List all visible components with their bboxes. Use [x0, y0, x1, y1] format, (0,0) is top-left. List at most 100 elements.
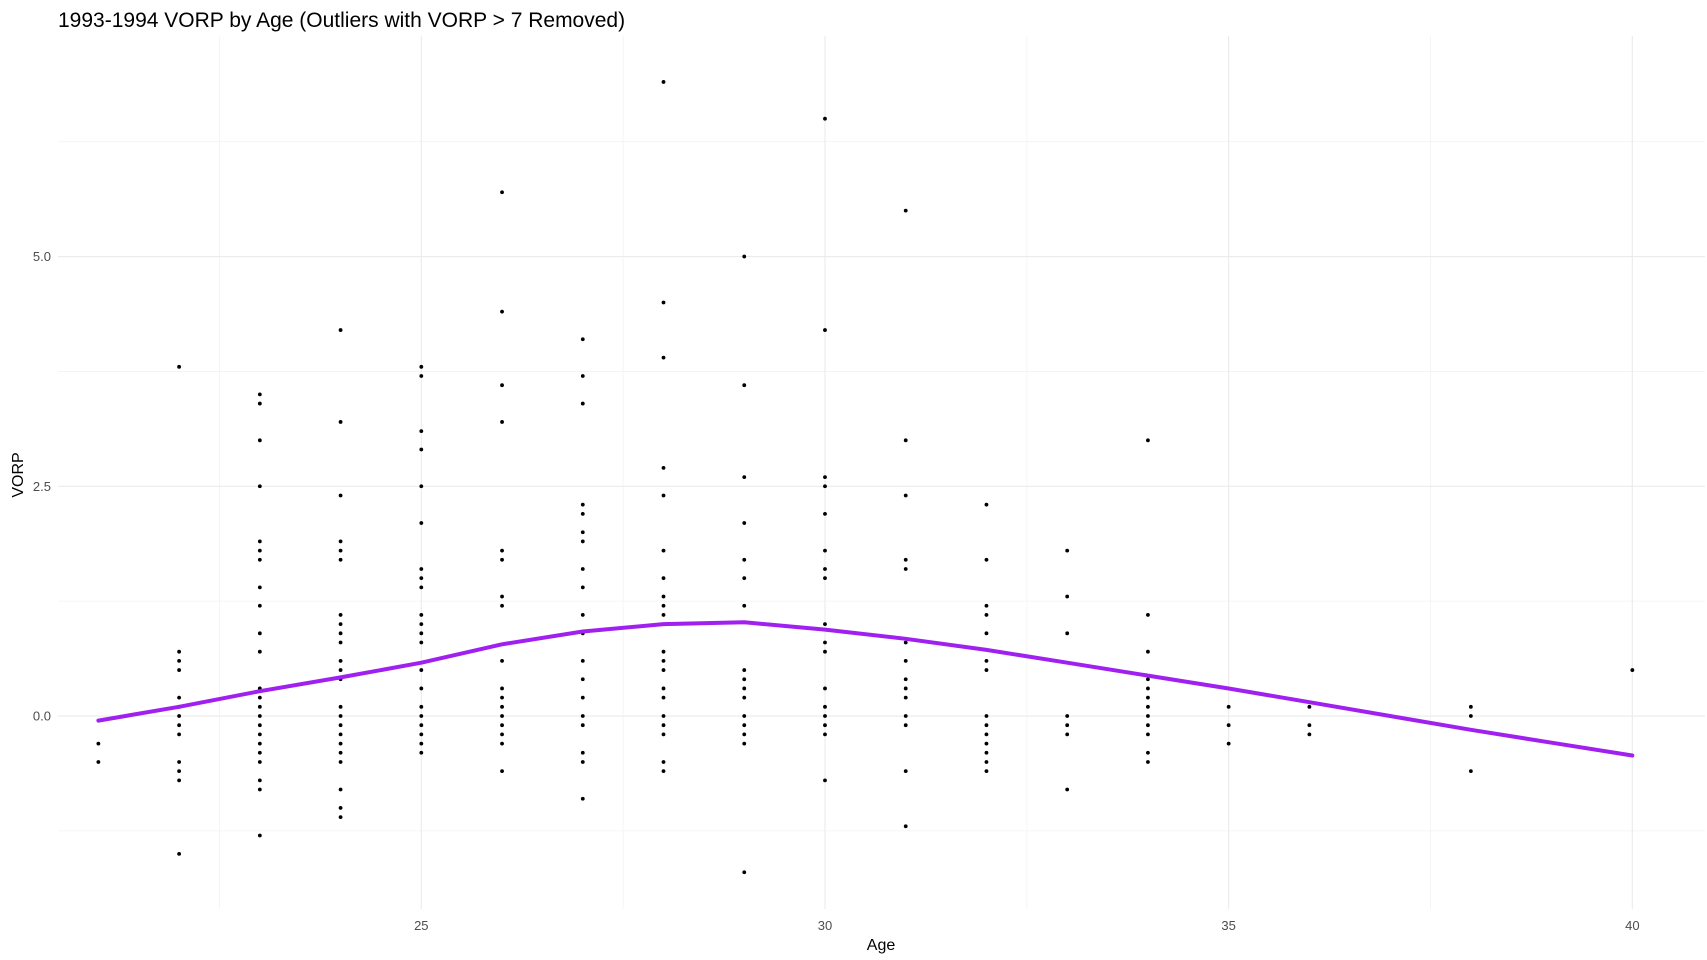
y-axis-label: VORP [10, 452, 27, 497]
data-point [338, 668, 343, 672]
data-point [419, 704, 424, 709]
data-point [661, 732, 666, 737]
data-point [742, 714, 747, 718]
data-point [742, 732, 747, 737]
chart-title: 1993-1994 VORP by Age (Outliers with VOR… [58, 9, 625, 32]
data-point [419, 567, 424, 571]
data-point [580, 613, 585, 617]
data-point [823, 714, 827, 718]
data-point [419, 750, 424, 755]
data-point [500, 420, 504, 424]
data-point [580, 760, 585, 764]
x-axis-ticks: 25 30 35 40 [414, 918, 1639, 933]
data-point [338, 723, 343, 728]
data-point [742, 723, 747, 728]
data-point [257, 704, 262, 709]
data-point [177, 851, 182, 856]
data-point [1307, 704, 1312, 709]
data-point [661, 355, 666, 360]
data-point [580, 511, 585, 516]
data-point [338, 714, 343, 718]
data-point [580, 539, 585, 544]
data-point [338, 493, 343, 498]
data-point [177, 658, 182, 663]
data-point [1065, 723, 1070, 728]
data-point [338, 658, 343, 663]
data-point [500, 686, 504, 691]
data-point [419, 484, 424, 489]
data-point [177, 760, 182, 764]
data-point [419, 576, 424, 581]
data-point [1146, 704, 1150, 709]
data-point [661, 300, 666, 305]
data-point [257, 714, 262, 718]
data-point [96, 760, 101, 764]
data-point [419, 364, 424, 369]
data-point [903, 658, 908, 663]
data-point [903, 493, 908, 498]
data-point [984, 631, 989, 636]
data-point [580, 750, 585, 755]
data-point [257, 741, 262, 746]
data-point [580, 796, 585, 801]
data-point [823, 475, 827, 479]
data-point [984, 760, 989, 764]
data-point [661, 80, 666, 84]
data-point [661, 613, 666, 617]
data-point [823, 576, 827, 581]
data-point [419, 631, 424, 636]
data-point [580, 401, 585, 406]
data-point [257, 723, 262, 728]
data-point [500, 741, 504, 746]
data-point [823, 116, 827, 121]
data-point [177, 732, 182, 737]
data-point [823, 548, 827, 553]
data-point [1146, 686, 1150, 691]
data-point [419, 686, 424, 691]
data-point [177, 769, 182, 774]
x-tick-label: 30 [818, 918, 832, 933]
data-point [742, 668, 747, 672]
data-point [338, 741, 343, 746]
data-point [1065, 732, 1070, 737]
data-point [177, 364, 182, 369]
data-point [419, 374, 424, 378]
data-point [580, 677, 585, 682]
data-point [661, 649, 666, 654]
data-point [984, 603, 989, 608]
data-point [257, 438, 262, 443]
data-point [823, 704, 827, 709]
data-point [903, 557, 908, 562]
data-point [500, 658, 504, 663]
data-point [419, 585, 424, 590]
y-tick-label: 5.0 [33, 249, 51, 264]
data-point [1146, 723, 1150, 728]
data-point [661, 594, 666, 599]
data-point [257, 750, 262, 755]
data-point [500, 594, 504, 599]
data-point [823, 640, 827, 645]
data-point [419, 741, 424, 746]
data-point [823, 686, 827, 691]
data-point [903, 438, 908, 443]
data-point [1146, 613, 1150, 617]
data-point [338, 787, 343, 792]
data-point [1146, 714, 1150, 718]
data-point [338, 640, 343, 645]
data-point [338, 732, 343, 737]
data-point [661, 714, 666, 718]
data-point [338, 815, 343, 820]
data-point [661, 493, 666, 498]
data-point [984, 714, 989, 718]
data-point [1146, 750, 1150, 755]
data-point [580, 658, 585, 663]
data-point [984, 769, 989, 774]
data-point [338, 328, 343, 332]
data-point [338, 613, 343, 617]
data-point [580, 374, 585, 378]
data-point [257, 695, 262, 700]
data-point [661, 723, 666, 728]
data-point [742, 695, 747, 700]
data-point [823, 484, 827, 489]
